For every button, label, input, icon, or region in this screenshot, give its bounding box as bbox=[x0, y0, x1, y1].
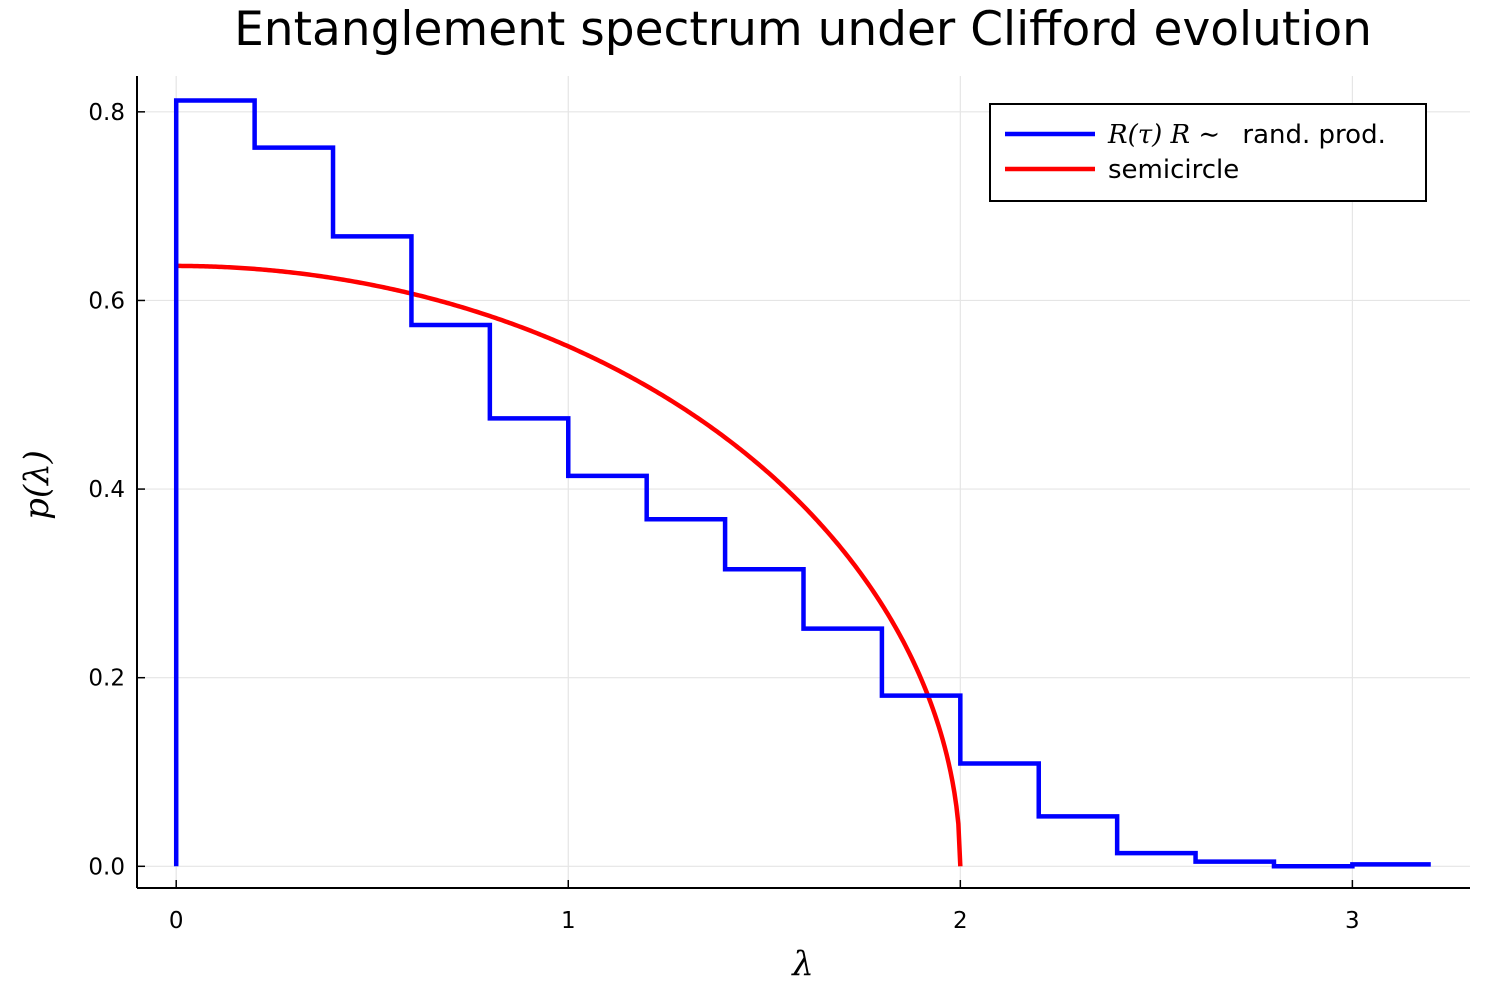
legend-label-histogram-math: R(τ) R ∼ bbox=[1107, 120, 1220, 150]
chart-title: Entanglement spectrum under Clifford evo… bbox=[234, 2, 1372, 57]
tick-labels: 0 1 2 3 0.0 0.2 0.4 0.6 0.8 bbox=[88, 100, 1359, 934]
y-tick-label: 0.4 bbox=[88, 477, 125, 503]
histogram-bin bbox=[804, 629, 882, 867]
histogram-bin bbox=[255, 148, 333, 867]
semicircle-curve bbox=[175, 263, 963, 867]
y-tick-label: 0.0 bbox=[88, 854, 125, 880]
legend-box bbox=[989, 103, 1427, 202]
x-axis-label: λ bbox=[790, 944, 814, 984]
histogram-bin bbox=[960, 764, 1038, 867]
legend-label-semicircle: semicircle bbox=[1108, 155, 1239, 185]
histogram-bin bbox=[490, 418, 568, 866]
y-tick-label: 0.2 bbox=[88, 666, 125, 692]
histogram-step-line bbox=[173, 98, 1431, 869]
histogram-bin bbox=[882, 696, 960, 867]
histogram-bin bbox=[725, 569, 803, 866]
histogram-bin bbox=[1039, 816, 1117, 866]
data-series bbox=[173, 98, 1431, 869]
x-tick-label: 3 bbox=[1345, 908, 1360, 934]
x-tick-label: 2 bbox=[953, 908, 968, 934]
y-tick-label: 0.8 bbox=[88, 100, 125, 126]
y-axis-label: p(λ) bbox=[17, 450, 57, 520]
legend-label-histogram-text: rand. prod. bbox=[1242, 120, 1385, 150]
histogram-bin bbox=[176, 101, 254, 867]
y-tick-label: 0.6 bbox=[88, 288, 125, 314]
x-tick-label: 1 bbox=[561, 908, 576, 934]
histogram-bin bbox=[411, 325, 489, 866]
legend: R(τ) R ∼ rand. prod. semicircle bbox=[989, 103, 1427, 202]
axes bbox=[136, 76, 1470, 889]
histogram-bin bbox=[647, 519, 725, 866]
histogram-bin bbox=[333, 236, 411, 866]
legend-label-histogram: R(τ) R ∼ rand. prod. bbox=[1107, 120, 1386, 150]
histogram-bin bbox=[568, 476, 646, 866]
x-tick-label: 0 bbox=[169, 908, 184, 934]
